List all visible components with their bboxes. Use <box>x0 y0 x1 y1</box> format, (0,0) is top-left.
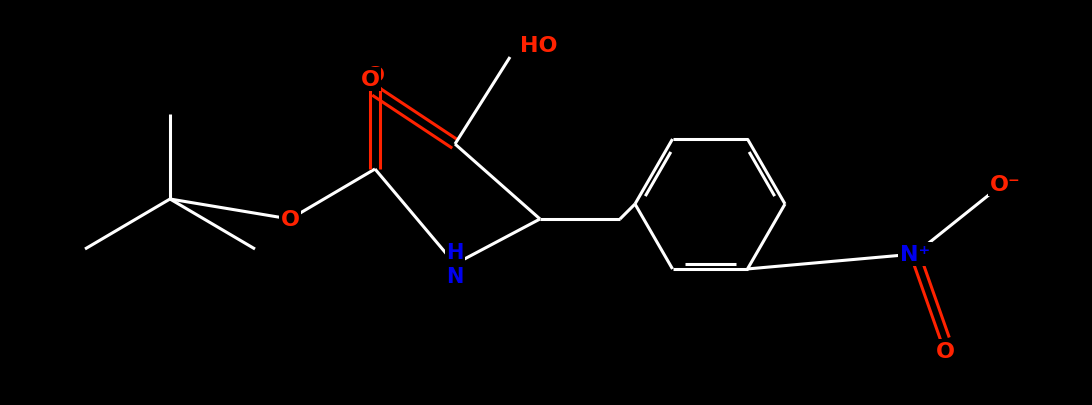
Text: O: O <box>936 341 954 361</box>
Text: H
N: H N <box>447 243 464 286</box>
Text: O: O <box>281 209 299 230</box>
Text: O⁻: O⁻ <box>989 175 1020 194</box>
Text: O: O <box>360 70 380 90</box>
Text: O: O <box>366 66 384 86</box>
Text: N⁺: N⁺ <box>900 244 930 264</box>
Text: HO: HO <box>520 36 558 56</box>
